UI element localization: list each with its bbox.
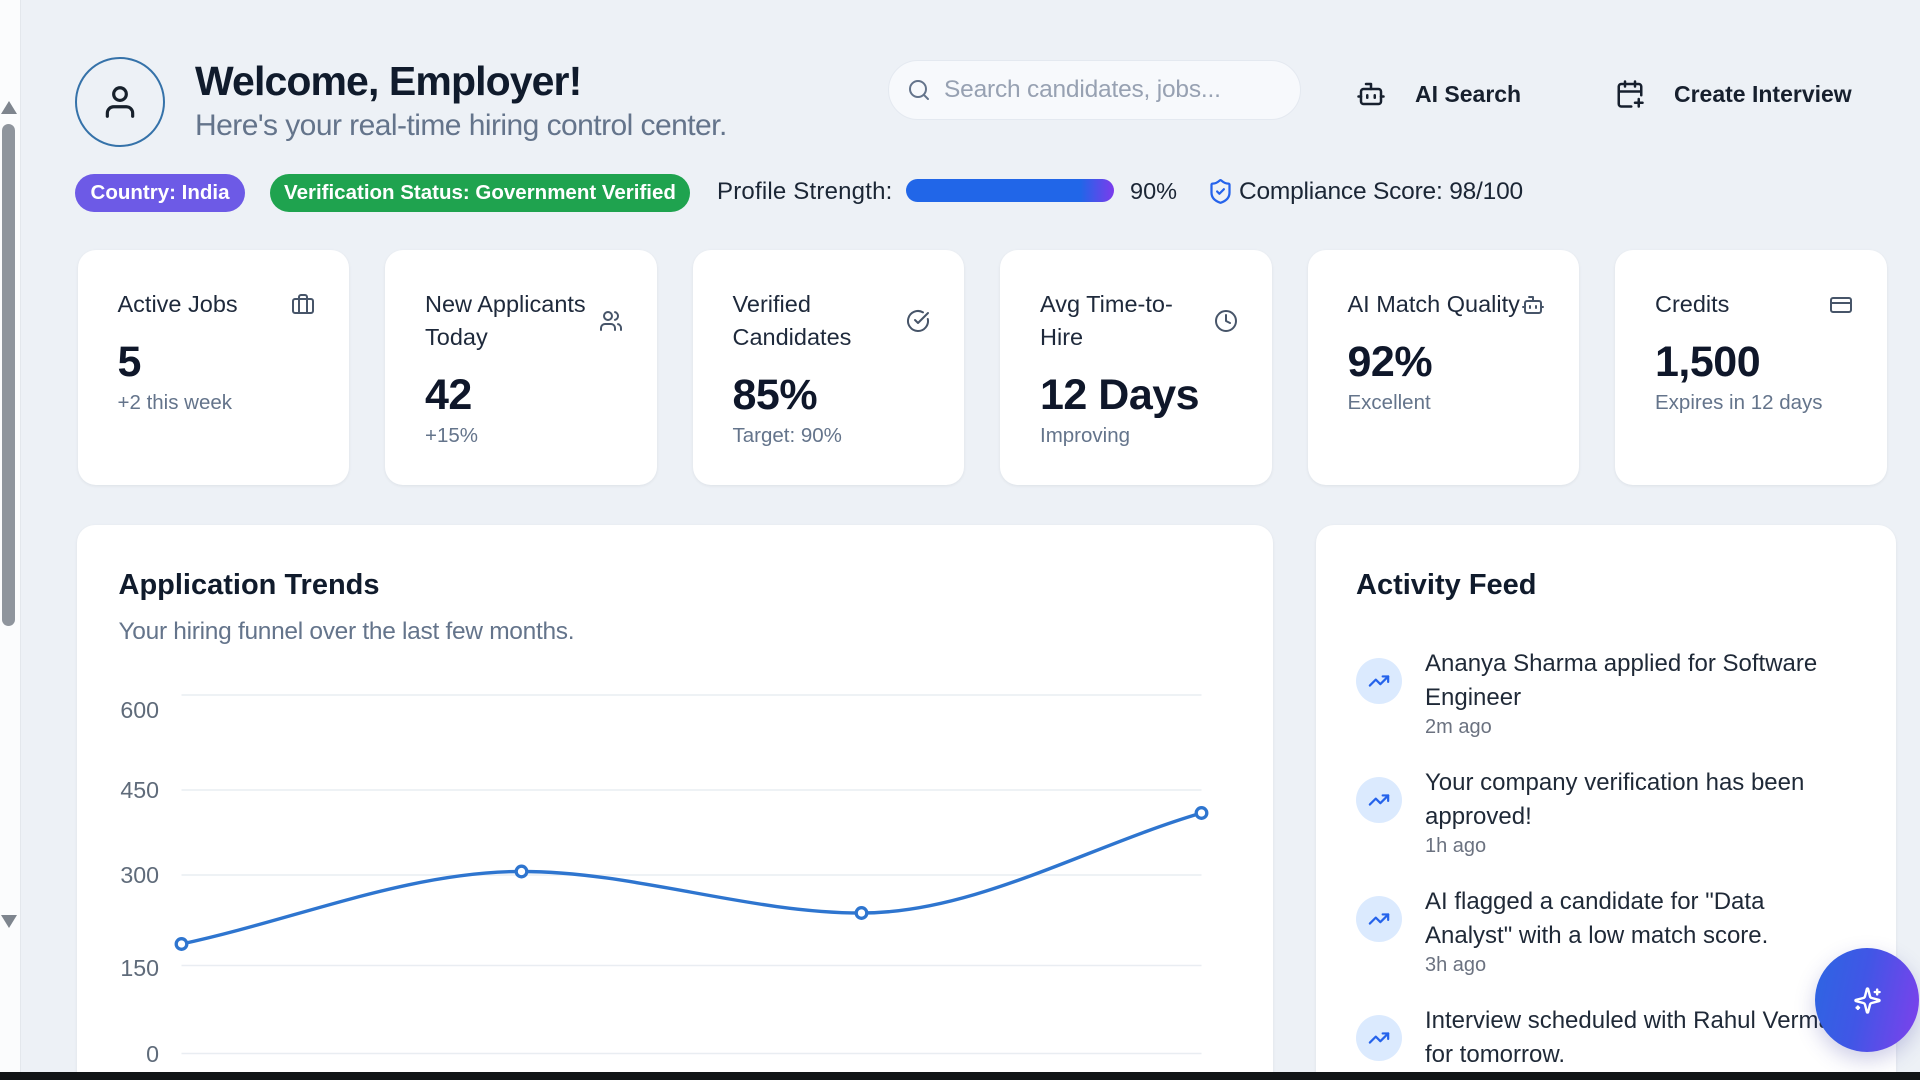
svg-text:150: 150 [120, 955, 159, 981]
svg-text:600: 600 [120, 697, 159, 723]
svg-text:300: 300 [120, 862, 159, 888]
svg-text:0: 0 [146, 1041, 159, 1067]
svg-text:450: 450 [120, 777, 159, 803]
